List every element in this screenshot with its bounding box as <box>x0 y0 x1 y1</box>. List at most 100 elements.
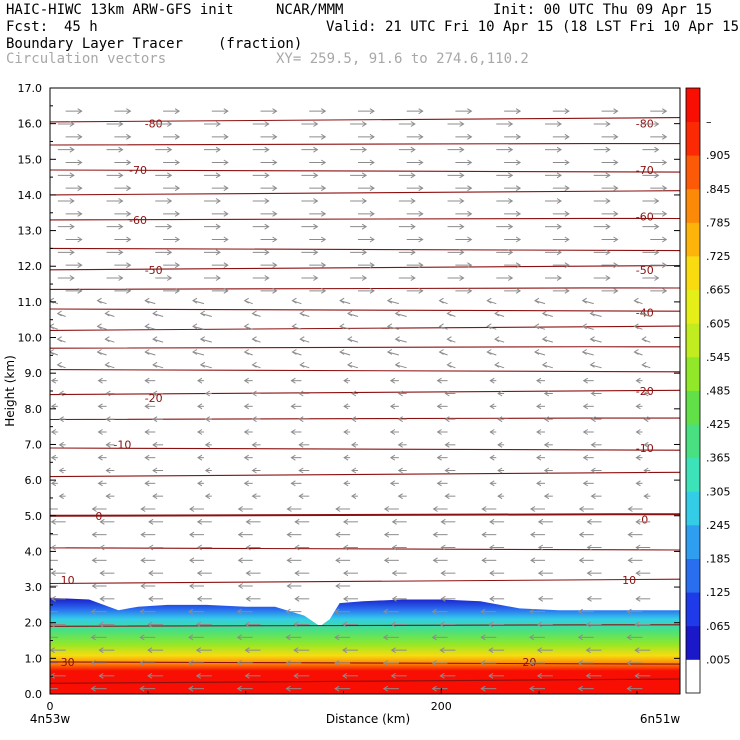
circulation-vector-head <box>613 210 619 217</box>
circulation-vector-head <box>397 441 403 448</box>
circulation-vector-head <box>152 336 158 343</box>
circulation-vector-head <box>582 377 588 384</box>
circulation-vector-head <box>204 493 211 500</box>
circulation-vector-head <box>459 146 465 153</box>
circulation-vector-head <box>564 133 570 140</box>
circulation-vector-head <box>410 146 416 153</box>
circulation-vector-head <box>313 121 319 127</box>
circulation-vector-head <box>578 506 584 512</box>
circulation-vector-head <box>294 595 300 602</box>
circulation-vector-head <box>144 297 150 304</box>
circulation-vector-head <box>313 275 319 281</box>
circulation-vector-head <box>432 531 438 538</box>
circulation-vector-head <box>627 531 633 538</box>
circulation-vector-head <box>77 159 83 166</box>
circulation-vector-head <box>97 454 103 461</box>
circulation-vector-head <box>351 416 357 423</box>
circulation-vector-head <box>174 262 181 269</box>
circulation-vector-head <box>105 441 111 448</box>
model-title: HAIC-HIWC 13km ARW-GFS init <box>6 2 234 18</box>
circulation-vector-head <box>438 349 444 355</box>
circulation-vector-head <box>144 323 150 330</box>
y-tick-label: 8.0 <box>25 403 43 416</box>
circulation-vector-head <box>418 159 424 166</box>
circulation-vector-head <box>577 634 583 641</box>
colorbar-label: .185 <box>706 553 731 566</box>
circulation-vector-head <box>286 506 292 512</box>
circulation-vector-head <box>661 133 668 140</box>
circulation-vector-head <box>543 390 550 397</box>
circulation-vector-head <box>118 275 124 281</box>
circulation-vector-head <box>389 403 396 410</box>
circulation-vector-head <box>118 198 124 204</box>
circulation-vector-head <box>223 262 229 269</box>
y-tick-label: 11.0 <box>18 296 43 309</box>
colorbar-swatch <box>686 222 700 257</box>
circulation-vector-head <box>290 480 296 487</box>
circulation-vector-head <box>489 570 495 577</box>
circulation-vector-head <box>204 467 211 474</box>
circulation-vector-head <box>654 198 660 204</box>
circulation-vector-head <box>286 531 292 538</box>
circulation-vector-head <box>351 441 357 448</box>
circulation-vector-head <box>438 297 444 304</box>
circulation-vector-head <box>272 236 278 243</box>
circulation-vector-head <box>90 608 96 615</box>
circulation-vector-head <box>543 416 550 423</box>
circulation-vector-head <box>489 377 495 384</box>
circulation-vector-head <box>90 685 96 692</box>
circulation-vector-head <box>91 531 97 538</box>
circulation-vector-head <box>223 108 229 115</box>
circulation-vector <box>395 338 407 343</box>
circulation-vector-head <box>215 275 221 281</box>
circulation-vector-head <box>290 454 296 461</box>
circulation-vector-head <box>264 223 270 230</box>
circulation-vector-head <box>386 349 393 355</box>
circulation-vector-head <box>444 467 450 474</box>
circulation-vector-head <box>189 557 195 564</box>
circulation-vector-head <box>446 361 452 368</box>
circulation-vector-head <box>313 223 319 230</box>
circulation-vector-head <box>223 287 229 294</box>
circulation-vector <box>395 313 407 317</box>
circulation-vector-head <box>529 634 535 641</box>
x-axis-title: Distance (km) <box>326 712 410 726</box>
circulation-vector-head <box>144 480 150 487</box>
circulation-vector-head <box>641 336 647 343</box>
circulation-vector-head <box>508 249 514 256</box>
circulation-vector-head <box>467 185 473 192</box>
colorbar-label: .425 <box>706 418 731 431</box>
circulation-vector-head <box>534 349 540 355</box>
circulation-vector-head <box>436 454 442 461</box>
colorbar-label: .785 <box>706 216 731 229</box>
circulation-vector-head <box>369 133 375 140</box>
contour-label: 0 <box>641 513 648 526</box>
circulation-vector-head <box>635 429 641 435</box>
forecast-hour: 45 h <box>64 19 98 35</box>
circulation-vector-head <box>192 323 198 330</box>
circulation-vector-head <box>291 349 297 355</box>
colorbar-swatch <box>686 625 700 660</box>
circulation-vector-head <box>635 454 641 461</box>
circulation-vector-head <box>245 544 251 551</box>
contour-line <box>50 389 680 396</box>
colorbar-swatch <box>686 558 700 593</box>
circulation-vector-head <box>97 429 103 435</box>
colorbar-label: .125 <box>706 586 731 599</box>
circulation-vector-head <box>481 557 487 564</box>
circulation-vector-head <box>529 660 535 666</box>
circulation-vector-head <box>237 506 243 512</box>
circulation-vector-head <box>320 185 327 192</box>
circulation-vector-head <box>50 480 57 487</box>
circulation-vector-head <box>418 133 424 140</box>
circulation-vector-head <box>50 544 56 551</box>
circulation-vector-head <box>118 121 124 127</box>
circulation-vector-head <box>486 297 492 304</box>
colorbar-label: .485 <box>706 385 731 398</box>
circulation-vector-head <box>199 336 206 343</box>
colorbar-swatch <box>686 356 700 391</box>
circulation-vector-head <box>293 621 299 628</box>
circulation-vector-head <box>189 506 195 512</box>
circulation-vector-head <box>98 647 104 654</box>
circulation-vector-head <box>285 685 291 692</box>
